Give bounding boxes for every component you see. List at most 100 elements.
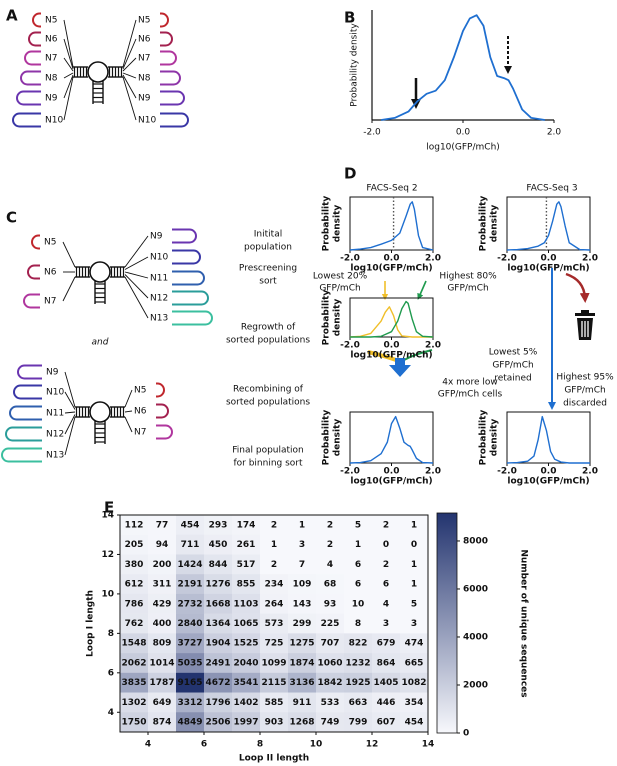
connector <box>122 19 137 68</box>
loop-label: N9 <box>138 94 151 104</box>
heatmap-cell <box>260 613 289 634</box>
y-tick-label: 4 <box>108 708 114 718</box>
cell-label: 3136 <box>289 678 314 688</box>
heatmap-cell <box>400 692 429 713</box>
cell-label: 1060 <box>317 658 342 668</box>
step-label: Prescreening <box>239 264 297 274</box>
density-curve <box>349 201 434 251</box>
x-axis-label: log10(GFP/mCh) <box>350 264 432 274</box>
loop-label: N5 <box>44 238 56 248</box>
loop-label: N10 <box>45 116 63 126</box>
x-tick-label: -2.0 <box>497 254 517 264</box>
loop <box>12 112 41 128</box>
heatmap-cell <box>148 534 177 555</box>
heatmap-cell <box>260 692 289 713</box>
x-tick-label: 10 <box>310 740 323 750</box>
heatmap-cell <box>400 633 429 654</box>
loop <box>23 293 40 309</box>
y-tick-label: 8 <box>108 629 114 639</box>
cell-label: 864 <box>377 658 396 668</box>
cell-label: 299 <box>293 619 312 629</box>
cell-label: 1904 <box>205 639 230 649</box>
cell-label: 855 <box>237 580 256 590</box>
connector <box>124 389 133 408</box>
loop <box>160 70 181 86</box>
cell-label: 725 <box>265 639 284 649</box>
merge-green <box>403 349 433 361</box>
connector <box>64 391 76 410</box>
loop <box>160 31 173 47</box>
cell-label: 474 <box>405 639 424 649</box>
cell-label: 663 <box>349 698 368 708</box>
y-axis-label: Loop I length <box>86 590 96 657</box>
loop <box>156 424 173 440</box>
cell-label: 1 <box>411 560 417 570</box>
heatmap-cell <box>288 653 317 674</box>
colorbar-tick-label: 0 <box>463 729 469 739</box>
loop-label: N9 <box>45 94 58 104</box>
loop <box>28 31 41 47</box>
heatmap-cell <box>260 672 289 693</box>
cell-label: 607 <box>377 718 396 728</box>
density-curve <box>380 14 546 121</box>
cell-label: 679 <box>377 639 396 649</box>
x-tick-label: 12 <box>366 740 379 750</box>
connector <box>64 411 76 414</box>
loop-label: N9 <box>150 232 163 242</box>
x-tick-label: 4 <box>145 740 151 750</box>
density-curve <box>350 300 434 338</box>
connector <box>122 76 137 121</box>
loop-label: N12 <box>150 294 168 304</box>
y-tick-label: 10 <box>101 589 114 599</box>
heatmap-cell <box>288 692 317 713</box>
heatmap-cell <box>148 692 177 713</box>
loop <box>172 228 197 244</box>
loop-label: N7 <box>138 54 150 64</box>
heatmap-cell <box>372 633 401 654</box>
connector <box>124 256 149 270</box>
cell-label: 2 <box>327 540 333 550</box>
loop-label: N11 <box>46 409 64 419</box>
cell-label: 1525 <box>233 639 258 649</box>
heatmap-cell <box>288 712 317 733</box>
heatmap-cell <box>120 633 149 654</box>
heatmap-cell <box>372 574 401 595</box>
density-curve <box>349 306 433 338</box>
cell-label: 1099 <box>261 658 286 668</box>
hub-ring <box>89 261 111 283</box>
heatmap-cell <box>120 692 149 713</box>
cell-label: 10 <box>352 599 365 609</box>
annotation: retained <box>494 374 532 384</box>
column-title: FACS-Seq 3 <box>526 184 577 194</box>
arrow-highest <box>417 280 427 300</box>
heatmap-cell <box>316 515 345 536</box>
heatmap-cell <box>204 712 233 733</box>
heatmap-cell <box>148 515 177 536</box>
cell-label: 1276 <box>205 580 230 590</box>
cell-label: 6 <box>355 580 361 590</box>
cell-label: 9165 <box>177 678 202 688</box>
x-axis-label: log10(GFP/mCh) <box>507 264 589 274</box>
cell-label: 174 <box>237 520 256 530</box>
x-tick-label: 2.0 <box>582 254 598 264</box>
cell-label: 2191 <box>177 580 202 590</box>
x-tick-label: 0.0 <box>384 254 400 264</box>
cell-label: 1750 <box>121 718 146 728</box>
x-tick-label: 2.0 <box>547 128 562 138</box>
cell-label: 1268 <box>289 718 314 728</box>
cell-label: 5 <box>411 599 417 609</box>
loop-label: N10 <box>138 116 156 126</box>
x-tick-label: 0.0 <box>541 254 557 264</box>
connector <box>124 276 149 319</box>
cell-label: 573 <box>265 619 284 629</box>
loop <box>5 426 42 442</box>
cell-label: 225 <box>321 619 340 629</box>
cell-label: 2040 <box>233 658 258 668</box>
cell-label: 3 <box>299 540 305 550</box>
loop-structure <box>1 364 173 463</box>
heatmap-cell <box>120 554 149 575</box>
cell-label: 762 <box>125 619 144 629</box>
loop <box>160 112 189 128</box>
step-label: sort <box>259 277 277 287</box>
